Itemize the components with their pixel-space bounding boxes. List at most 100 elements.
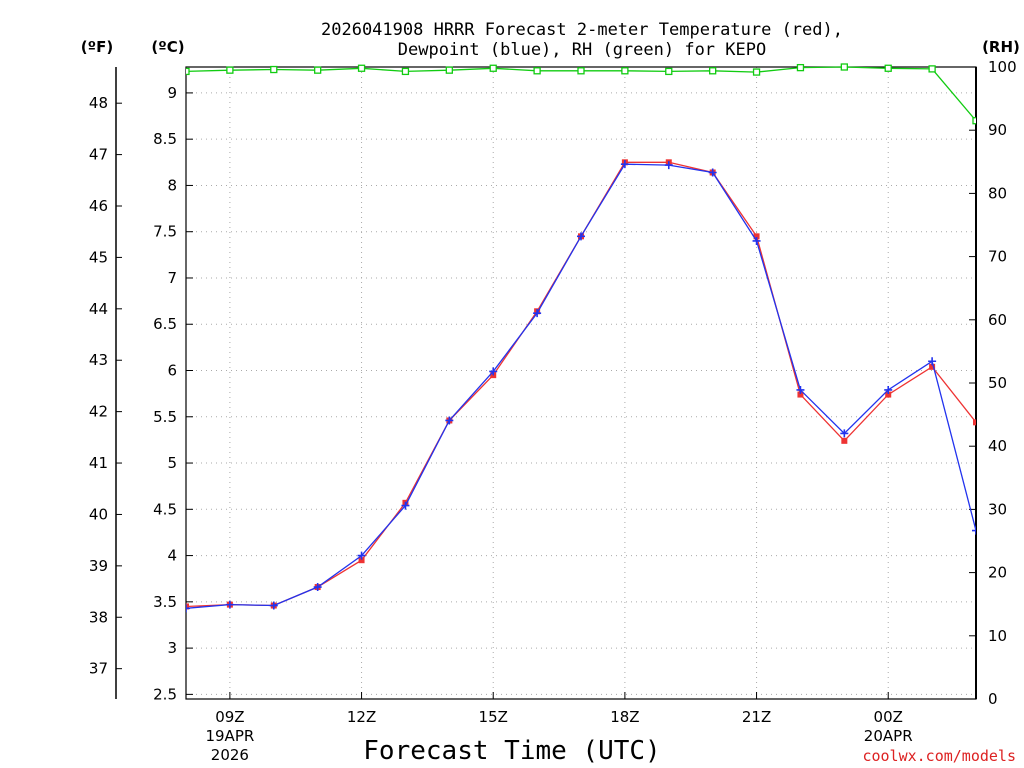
- dewpoint-point: [752, 236, 761, 245]
- dewpoint-series-line: [186, 163, 976, 609]
- celsius-tick-label: 4.5: [153, 500, 177, 518]
- rh-tick-label: 90: [988, 121, 1007, 139]
- rh-point: [665, 67, 673, 76]
- dewpoint-point: [840, 429, 849, 438]
- rh-point: [840, 63, 848, 71]
- dewpoint-point: [313, 583, 322, 592]
- rh-point: [621, 67, 629, 75]
- rh-point: [270, 65, 278, 74]
- rh-tick-label: 20: [988, 564, 1007, 582]
- celsius-tick-label: 8.5: [153, 130, 177, 148]
- fahrenheit-tick-label: 43: [89, 351, 108, 369]
- rh-point: [186, 67, 190, 76]
- dewpoint-point: [269, 601, 278, 610]
- temperature-point: [841, 437, 848, 444]
- dewpoint-point: [533, 309, 542, 318]
- celsius-tick-label: 8: [167, 176, 177, 194]
- celsius-tick-label: 6: [167, 362, 177, 380]
- rh-point: [533, 67, 541, 75]
- celsius-tick-label: 2.5: [153, 685, 177, 703]
- celsius-tick-label: 5.5: [153, 408, 177, 426]
- data-series: [186, 63, 976, 613]
- fahrenheit-tick-label: 39: [89, 557, 108, 575]
- celsius-tick-label: 9: [167, 84, 177, 102]
- dewpoint-point: [401, 501, 410, 510]
- dewpoint-point: [928, 357, 937, 366]
- dewpoint-point: [796, 385, 805, 394]
- temperature-series-line: [186, 161, 976, 608]
- plot-frame: [185, 66, 977, 700]
- dewpoint-point: [620, 160, 629, 169]
- fahrenheit-tick-label: 41: [89, 454, 108, 472]
- rh-tick-label: 0: [988, 690, 998, 708]
- dewpoint-point: [186, 604, 190, 613]
- axes: [115, 66, 977, 700]
- dewpoint-point: [225, 600, 234, 609]
- fahrenheit-tick-label: 38: [89, 608, 108, 626]
- fahrenheit-tick-label: 48: [89, 94, 108, 112]
- x-tick-label: 12Z: [347, 708, 376, 726]
- fahrenheit-axis-label: (ºF): [81, 38, 113, 56]
- rh-point: [226, 66, 234, 74]
- rh-tick-label: 80: [988, 184, 1007, 202]
- rh-point: [884, 64, 892, 72]
- x-tick-year: 2026: [211, 746, 249, 764]
- chart-title-line1: 2026041908 HRRR Forecast 2-meter Tempera…: [321, 20, 843, 40]
- dewpoint-point: [664, 161, 673, 170]
- rh-point: [489, 64, 497, 72]
- dewpoint-point: [972, 526, 976, 535]
- temperature-point: [929, 363, 936, 370]
- series-group: [186, 63, 976, 613]
- chart-title-line2: Dewpoint (blue), RH (green) for KEPO: [398, 40, 766, 60]
- tick-labels: 2.5 3 3.5 4 4.5 5 5.5 6 6.5 7 7.5 8 8.5 9 37 38 39 40 41 42…: [89, 58, 1017, 764]
- celsius-tick-label: 7.5: [153, 223, 177, 241]
- fahrenheit-tick-label: 47: [89, 146, 108, 164]
- temperature-point: [186, 603, 189, 610]
- dewpoint-point: [489, 367, 498, 376]
- grid-lines: [186, 67, 976, 699]
- dewpoint-point: [445, 416, 454, 425]
- rh-point: [401, 67, 410, 76]
- celsius-tick-label: 3: [167, 639, 177, 657]
- rh-series-line: [186, 66, 976, 122]
- x-tick-label: 18Z: [610, 708, 639, 726]
- rh-tick-label: 60: [988, 311, 1007, 329]
- x-tick-label: 15Z: [479, 708, 508, 726]
- dewpoint-point: [357, 551, 366, 560]
- celsius-tick-label: 5: [167, 454, 177, 472]
- celsius-tick-label: 7: [167, 269, 177, 287]
- celsius-tick-label: 3.5: [153, 593, 177, 611]
- celsius-axis-label: (ºC): [151, 38, 184, 56]
- rh-point: [972, 117, 976, 125]
- x-tick-date: 19APR: [205, 727, 254, 745]
- temperature-point: [753, 233, 760, 240]
- fahrenheit-tick-label: 44: [89, 300, 108, 318]
- rh-tick-label: 100: [988, 58, 1017, 76]
- rh-axis-label: (RH): [982, 38, 1020, 56]
- rh-point: [796, 63, 805, 72]
- rh-point: [752, 68, 761, 76]
- dewpoint-point: [577, 232, 585, 241]
- rh-tick-label: 40: [988, 437, 1007, 455]
- fahrenheit-tick-label: 42: [89, 403, 108, 421]
- fahrenheit-tick-label: 37: [89, 660, 108, 678]
- x-tick-label: 00Z: [874, 708, 903, 726]
- brand-watermark: coolwx.com/models: [862, 747, 1016, 765]
- rh-point: [577, 67, 585, 75]
- x-tick-label: 21Z: [742, 708, 771, 726]
- fahrenheit-tick-label: 46: [89, 197, 108, 215]
- temperature-point: [885, 391, 892, 398]
- temperature-point: [797, 391, 804, 398]
- rh-point: [709, 67, 717, 75]
- x-tick-date: 20APR: [864, 727, 913, 745]
- fahrenheit-tick-label: 40: [89, 505, 108, 523]
- dewpoint-point: [708, 168, 717, 177]
- celsius-tick-label: 4: [167, 547, 177, 565]
- dewpoint-point: [884, 385, 893, 394]
- fahrenheit-tick-label: 45: [89, 248, 108, 266]
- celsius-tick-label: 6.5: [153, 315, 177, 333]
- rh-point: [445, 66, 453, 74]
- temperature-point: [358, 557, 365, 564]
- rh-tick-label: 70: [988, 248, 1007, 266]
